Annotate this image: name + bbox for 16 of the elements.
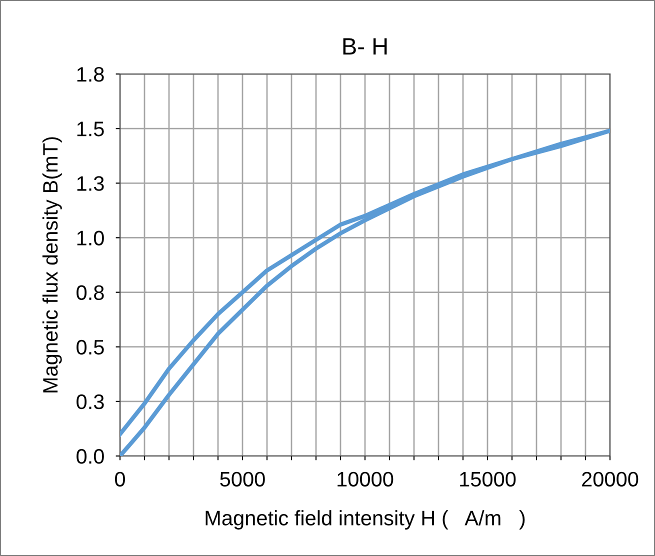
y-tick-label: 1.8 (77, 67, 104, 82)
x-tick-label: 10000 (338, 472, 394, 487)
y-axis-title: Magnetic flux density B(mT) (42, 137, 62, 392)
y-tick-label: 1.0 (77, 230, 104, 246)
y-tick-label: 0.0 (76, 449, 104, 464)
y-tick-label: 0.5 (76, 340, 104, 355)
y-tick-label: 1.5 (77, 122, 104, 136)
x-tick-label: 20000 (582, 472, 638, 487)
x-tick-label: 5000 (220, 472, 265, 487)
y-tick-label: 1.3 (77, 176, 104, 191)
y-tick-label: 0.3 (76, 394, 104, 410)
y-tick-label: 0.8 (76, 285, 104, 300)
x-axis-title: Magnetic field intensity H ( A/m ) (206, 510, 525, 530)
x-tick-label: 0 (115, 472, 125, 487)
chart-title: B- H (343, 38, 387, 55)
x-tick-label: 15000 (460, 472, 516, 487)
